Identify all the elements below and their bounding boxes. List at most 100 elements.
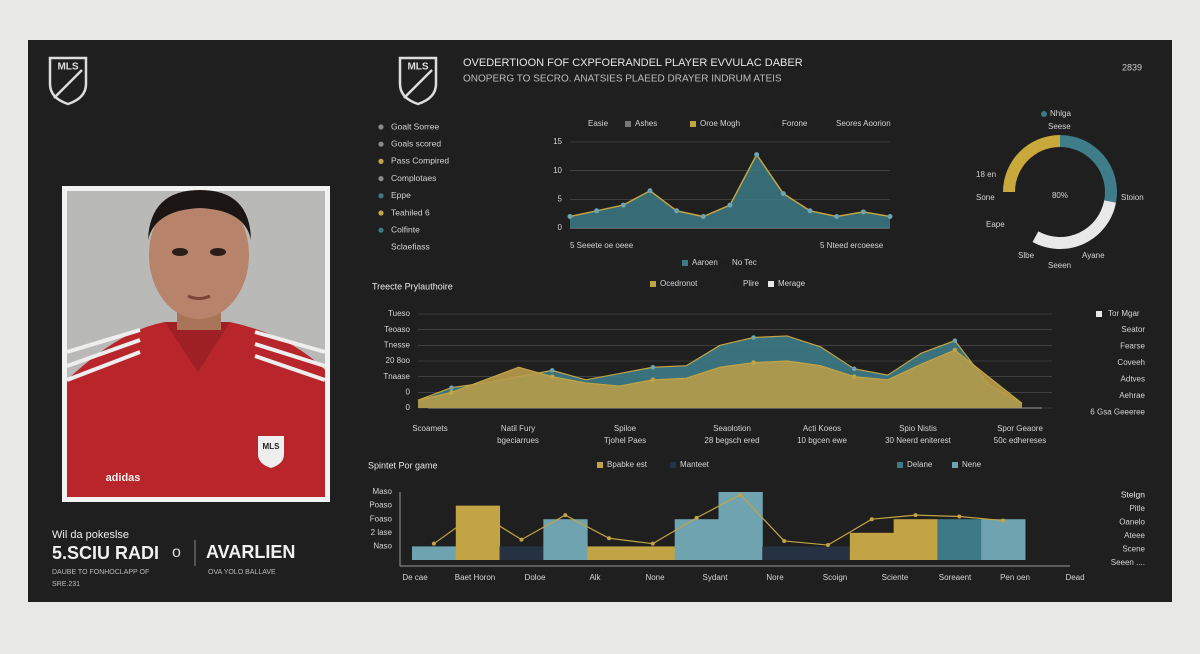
legend-swatch xyxy=(1096,311,1102,317)
point xyxy=(694,515,699,520)
stat-marker xyxy=(378,124,384,130)
point xyxy=(738,492,743,497)
point xyxy=(807,208,813,214)
bar xyxy=(849,532,895,560)
point xyxy=(549,368,555,373)
subtitle: ONOPERG TO SECRO. ANATSIES PLAEED DRAYER… xyxy=(463,74,782,85)
point xyxy=(860,209,866,215)
point xyxy=(825,543,830,548)
player-line: DAUBE TO FONHOCLAPP OF xyxy=(52,569,149,576)
side-label: Coveeh xyxy=(1117,358,1145,367)
stat-marker xyxy=(378,176,384,182)
side-label: Scene xyxy=(1122,545,1145,554)
point xyxy=(449,390,454,395)
stat-label: Eppe xyxy=(391,190,411,200)
side-label: Ateee xyxy=(1124,531,1145,540)
y-tick-label: Naso xyxy=(373,542,392,551)
x-tick-label: Scoamets xyxy=(412,424,448,433)
point xyxy=(475,510,480,515)
logo-text: MLS xyxy=(407,62,428,73)
player-photo: MLS adidas xyxy=(62,186,330,502)
x-sub-label: bgeciarrues xyxy=(497,436,539,445)
point xyxy=(851,374,857,379)
side-label: Adtves xyxy=(1121,375,1145,384)
y-tick-label: 5 xyxy=(558,194,563,203)
point xyxy=(887,214,893,220)
point xyxy=(952,347,958,353)
x-tick-label: Acti Koeos xyxy=(803,424,841,433)
point xyxy=(650,541,655,546)
y-tick-label: Tnesse xyxy=(384,340,411,349)
x-label: 5 Nteed ercoeese xyxy=(820,241,884,250)
stat-marker xyxy=(378,244,384,250)
side-title: Stelgn xyxy=(1121,489,1145,499)
x-sub-label: 28 begsch ered xyxy=(704,436,759,445)
legend-swatch xyxy=(733,281,739,287)
legend-swatch xyxy=(1041,111,1047,117)
legend-label: Delane xyxy=(907,460,933,469)
donut-label: Seeen xyxy=(1048,261,1071,270)
x-tick-label: Seaolotion xyxy=(713,424,751,433)
x-tick-label: Soreaent xyxy=(939,573,972,582)
legend-swatch xyxy=(897,462,903,468)
legend-swatch xyxy=(722,260,728,266)
stat-marker xyxy=(378,193,384,199)
donut-label: Seese xyxy=(1048,122,1071,131)
legend-swatch xyxy=(682,260,688,266)
point xyxy=(851,366,857,372)
legend-label: Easie xyxy=(588,119,609,128)
point xyxy=(650,377,656,383)
donut-slice xyxy=(1032,200,1116,249)
player-line: SRE.231 xyxy=(52,581,80,588)
area xyxy=(570,154,890,228)
point xyxy=(594,208,600,214)
logo: MLS xyxy=(48,56,88,106)
line xyxy=(417,349,1023,404)
x-tick-label: Dead xyxy=(1065,573,1084,582)
point xyxy=(567,214,573,220)
legend-swatch xyxy=(597,462,603,468)
legend-swatch xyxy=(625,121,631,127)
legend-swatch xyxy=(826,121,832,127)
point xyxy=(751,360,756,365)
legend-label: Forone xyxy=(782,119,808,128)
point xyxy=(449,385,454,390)
y-tick-label: Poaso xyxy=(369,501,392,510)
point xyxy=(952,338,958,343)
x-tick-label: Nore xyxy=(766,573,784,582)
side-label: Aehrae xyxy=(1119,391,1145,400)
point xyxy=(782,538,787,543)
x-tick-label: De cae xyxy=(402,573,428,582)
legend-swatch xyxy=(670,462,676,468)
chart-title: Spintet Por game xyxy=(368,460,438,470)
legend-label: Manteet xyxy=(680,460,710,469)
legend-label: No Tec xyxy=(732,258,757,267)
point xyxy=(607,536,612,541)
x-tick-label: Sydant xyxy=(703,573,729,582)
x-tick-label: Alk xyxy=(589,573,601,582)
stat-label: Complotaes xyxy=(391,173,436,183)
stat-label: Colfinte xyxy=(391,224,420,234)
x-tick-label: None xyxy=(645,573,665,582)
legend-swatch xyxy=(772,121,778,127)
donut-label: Eape xyxy=(986,220,1005,229)
point xyxy=(700,214,706,220)
point xyxy=(727,202,733,208)
donut-slice xyxy=(1060,135,1117,203)
legend-swatch xyxy=(650,281,656,287)
x-sub-label: 50c edhereses xyxy=(994,436,1046,445)
y-tick-label: Maso xyxy=(372,487,392,496)
point xyxy=(754,152,760,158)
x-sub-label: Tjohel Paes xyxy=(604,436,646,445)
point xyxy=(780,191,786,197)
point xyxy=(869,517,874,522)
chart-title: Treecte Prylauthoire xyxy=(372,281,453,291)
player-club: AVARLIEN xyxy=(206,542,295,562)
y-tick-label: 0 xyxy=(406,387,411,396)
y-tick-label: 15 xyxy=(553,137,562,146)
year: 2839 xyxy=(1122,62,1142,72)
title: OVEDERTIOON FOF CXPFOERANDEL PLAYER EVVU… xyxy=(463,57,803,69)
legend-label: Nhlga xyxy=(1050,109,1071,118)
point xyxy=(674,208,680,214)
